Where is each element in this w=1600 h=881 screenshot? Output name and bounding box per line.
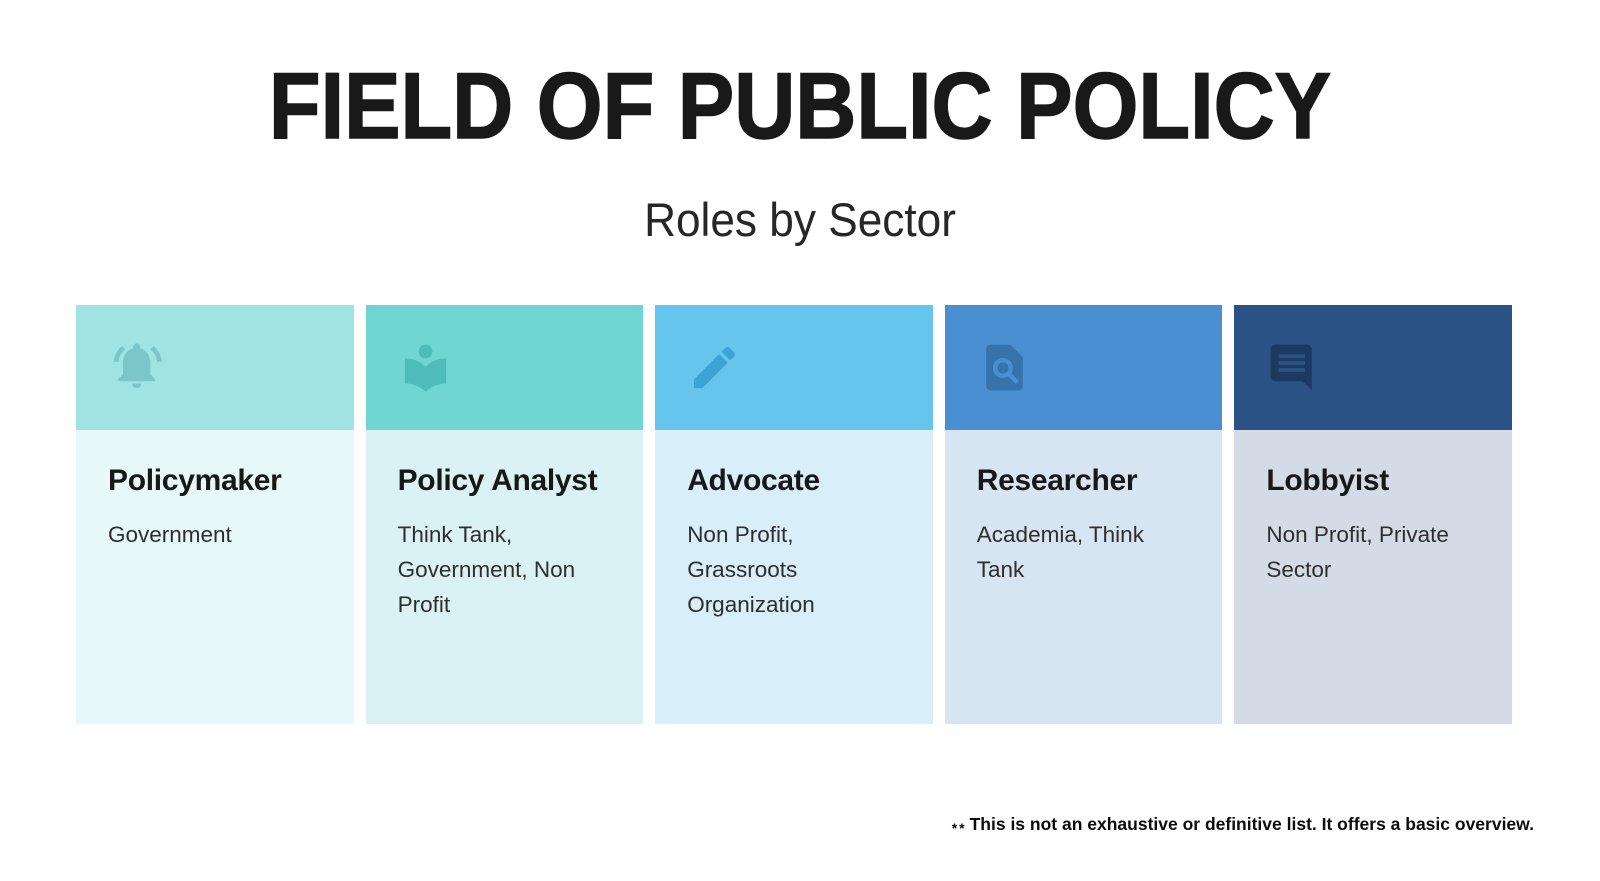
card-sectors: Think Tank, Government, Non Profit — [397, 522, 576, 617]
card-sectors: Non Profit, Grassroots Organization — [687, 522, 815, 617]
card-body: Policy Analyst Think Tank, Government, N… — [365, 430, 644, 724]
card-lobbyist: Lobbyist Non Profit, Private Sector — [1234, 305, 1512, 724]
card-body: Researcher Academia, Think Tank — [944, 430, 1223, 724]
cards-row: Policymaker Government Policy Analyst Th… — [76, 305, 1512, 724]
footnote: ** This is not an exhaustive or definitiv… — [951, 814, 1534, 836]
card-title: Policy Analyst — [397, 464, 598, 497]
chat-bubble-icon — [1266, 340, 1321, 395]
card-header — [655, 305, 933, 430]
card-title: Policymaker — [108, 464, 282, 497]
card-header — [1234, 305, 1512, 430]
card-body: Lobbyist Non Profit, Private Sector — [1234, 430, 1512, 724]
open-book-reader-icon — [398, 340, 453, 395]
card-header — [365, 305, 644, 430]
card-sectors: Non Profit, Private Sector — [1266, 522, 1449, 582]
page-title: FIELD OF PUBLIC POLICY — [268, 52, 1332, 159]
card-researcher: Researcher Academia, Think Tank — [944, 305, 1223, 724]
card-sectors: Government — [108, 522, 232, 547]
card-policy-analyst: Policy Analyst Think Tank, Government, N… — [365, 305, 644, 724]
card-header — [944, 305, 1223, 430]
page-subtitle: Roles by Sector — [644, 193, 956, 246]
card-title: Advocate — [687, 464, 820, 497]
card-advocate: Advocate Non Profit, Grassroots Organiza… — [655, 305, 933, 724]
document-search-icon — [977, 340, 1032, 395]
card-body: Advocate Non Profit, Grassroots Organiza… — [655, 430, 933, 724]
card-sectors: Academia, Think Tank — [976, 522, 1144, 582]
card-title: Researcher — [976, 464, 1138, 497]
footnote-asterisks: ** — [951, 820, 967, 836]
card-title: Lobbyist — [1266, 464, 1389, 497]
card-body: Policymaker Government — [76, 430, 354, 724]
pencil-icon — [687, 340, 742, 395]
card-policymaker: Policymaker Government — [76, 305, 354, 724]
card-header — [76, 305, 354, 430]
bell-icon — [108, 340, 163, 395]
footnote-text: This is not an exhaustive or definitive … — [969, 814, 1534, 834]
